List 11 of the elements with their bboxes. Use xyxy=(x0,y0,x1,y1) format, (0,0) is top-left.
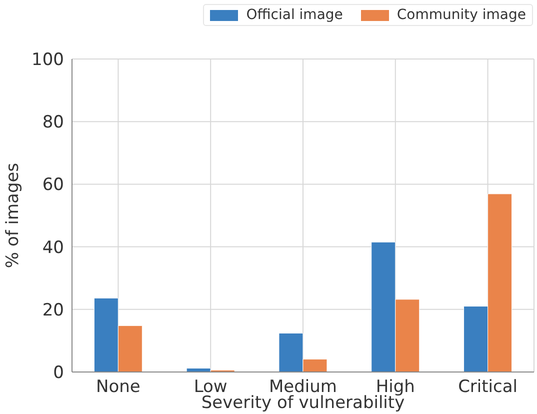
legend-label: Community image xyxy=(396,7,526,23)
y-axis-title: % of images xyxy=(3,162,24,268)
y-tick-label: 0 xyxy=(53,363,64,384)
y-tick-label: 80 xyxy=(42,112,64,133)
y-tick-label: 60 xyxy=(42,175,64,196)
y-tick-label: 20 xyxy=(42,300,64,320)
x-tick-label: Critical xyxy=(458,377,518,398)
y-tick-label: 100 xyxy=(32,50,64,70)
y-tick-label: 40 xyxy=(42,238,64,258)
x-tick-label: None xyxy=(96,377,140,398)
legend-label: Official image xyxy=(246,7,343,23)
